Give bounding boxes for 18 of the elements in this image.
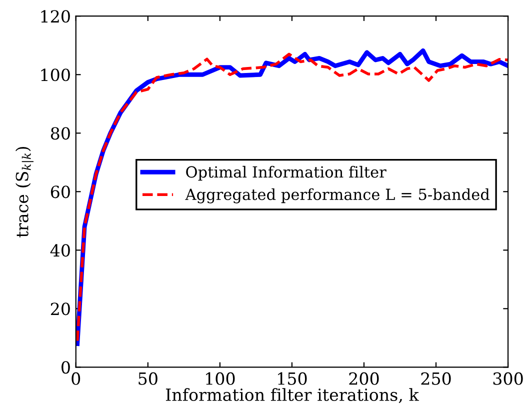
- x-tick-label: 50: [138, 372, 158, 385]
- x-tick-label: 0: [72, 372, 80, 385]
- y-tick-label: 0: [62, 361, 70, 374]
- x-tick-label: 200: [349, 372, 379, 385]
- x-tick-label: 100: [206, 372, 235, 385]
- x-axis-title: Information filter iterations, k: [166, 388, 419, 404]
- x-tick-label: 250: [421, 372, 451, 385]
- y-tick-label: 60: [50, 186, 70, 198]
- legend-label: Aggregated performance L = 5-banded: [185, 188, 490, 204]
- y-tick-label: 100: [41, 68, 70, 82]
- y-tick-label: 20: [50, 302, 70, 316]
- y-axis-title: trace (S$_{k|k}$): [15, 146, 34, 238]
- x-tick-label: 300: [493, 372, 523, 385]
- y-tick-label: 80: [50, 127, 70, 140]
- x-tick-label: 150: [278, 372, 307, 385]
- y-tick-label: 40: [50, 244, 70, 257]
- y-tick-label: 120: [41, 10, 70, 23]
- legend-label: Optimal Information filter: [186, 166, 386, 181]
